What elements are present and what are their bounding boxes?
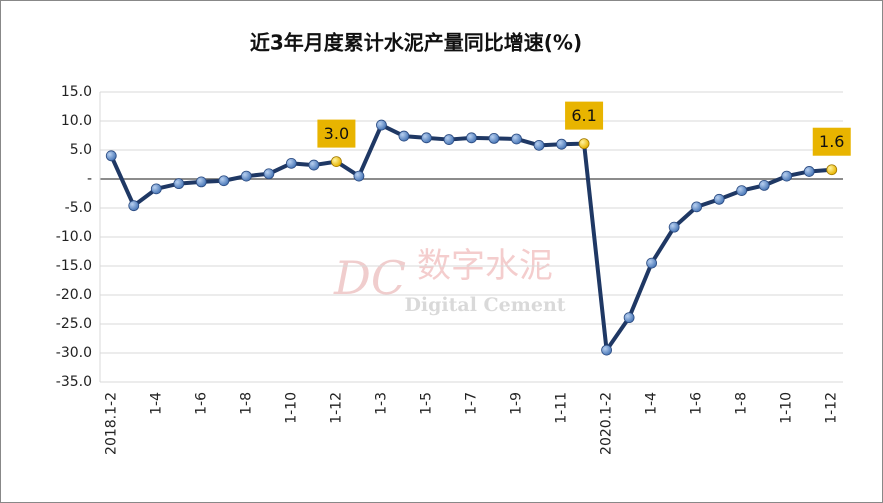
y-tick-label: -5.0 bbox=[65, 200, 92, 216]
x-tick-label: 1-12 bbox=[328, 392, 344, 424]
x-tick-label: 1-8 bbox=[238, 392, 254, 415]
y-tick-label: 5.0 bbox=[70, 142, 92, 158]
y-tick-label: -30.0 bbox=[56, 345, 92, 361]
x-tick-label: 1-6 bbox=[193, 392, 209, 415]
data-point bbox=[826, 164, 838, 176]
data-point bbox=[758, 179, 770, 191]
y-tick-label: -35.0 bbox=[56, 374, 92, 390]
data-point bbox=[240, 170, 252, 182]
data-point bbox=[150, 183, 162, 195]
data-label: 1.6 bbox=[819, 132, 844, 151]
x-tick-label: 1-6 bbox=[689, 392, 705, 415]
x-tick-label: 1-5 bbox=[418, 392, 434, 415]
x-tick-label: 1-7 bbox=[464, 392, 480, 415]
data-point bbox=[803, 166, 815, 177]
data-label-box bbox=[317, 119, 356, 148]
y-tick-label: -10.0 bbox=[56, 229, 92, 245]
data-label: 3.0 bbox=[324, 124, 349, 143]
x-tick-label: 1-4 bbox=[644, 392, 660, 415]
data-point bbox=[668, 221, 680, 233]
data-point bbox=[353, 170, 365, 182]
data-point bbox=[128, 200, 140, 212]
x-tick-label: 2018.1-2 bbox=[103, 392, 119, 455]
data-point bbox=[466, 132, 477, 144]
data-point bbox=[736, 185, 748, 197]
data-label-box bbox=[565, 101, 604, 130]
data-point bbox=[308, 159, 320, 171]
y-tick-label: -20.0 bbox=[56, 287, 92, 303]
data-point bbox=[376, 119, 387, 131]
data-point bbox=[578, 138, 590, 150]
x-tick-label: 1-9 bbox=[509, 392, 525, 415]
data-point bbox=[285, 157, 297, 169]
data-point bbox=[263, 168, 275, 180]
data-point bbox=[646, 257, 658, 269]
data-point bbox=[511, 133, 522, 145]
data-point bbox=[443, 134, 455, 145]
x-tick-label: 1-10 bbox=[779, 392, 795, 424]
x-tick-label: 1-10 bbox=[283, 392, 299, 424]
data-point bbox=[601, 344, 612, 356]
y-tick-label: - bbox=[87, 171, 92, 187]
watermark-logo: DC bbox=[333, 251, 406, 305]
data-point bbox=[713, 193, 725, 205]
data-point bbox=[195, 176, 207, 188]
data-label-box bbox=[812, 127, 851, 156]
y-tick-label: 10.0 bbox=[61, 113, 92, 129]
data-point bbox=[691, 201, 703, 213]
data-point bbox=[105, 150, 117, 162]
data-point bbox=[556, 138, 567, 150]
x-tick-label: 1-12 bbox=[824, 392, 840, 424]
y-tick-label: -25.0 bbox=[56, 316, 92, 332]
data-label: 6.1 bbox=[571, 106, 596, 125]
data-point bbox=[623, 312, 635, 324]
x-tick-label: 1-11 bbox=[554, 392, 570, 424]
data-point bbox=[533, 139, 545, 151]
data-point bbox=[173, 178, 185, 190]
x-tick-label: 1-8 bbox=[734, 392, 750, 415]
data-point bbox=[398, 130, 410, 142]
chart-title: 近3年月度累计水泥产量同比增速(%) bbox=[250, 31, 582, 55]
data-point bbox=[421, 132, 432, 144]
x-tick-label: 1-4 bbox=[148, 392, 164, 415]
data-point bbox=[488, 132, 500, 144]
data-point bbox=[218, 175, 230, 187]
data-point bbox=[781, 170, 793, 182]
x-tick-label: 2020.1-2 bbox=[599, 392, 615, 455]
x-tick-label: 1-3 bbox=[373, 392, 389, 415]
data-point bbox=[331, 156, 342, 168]
y-tick-label: 15.0 bbox=[61, 84, 92, 100]
watermark-english: Digital Cement bbox=[404, 294, 565, 316]
y-tick-label: -15.0 bbox=[56, 258, 92, 274]
